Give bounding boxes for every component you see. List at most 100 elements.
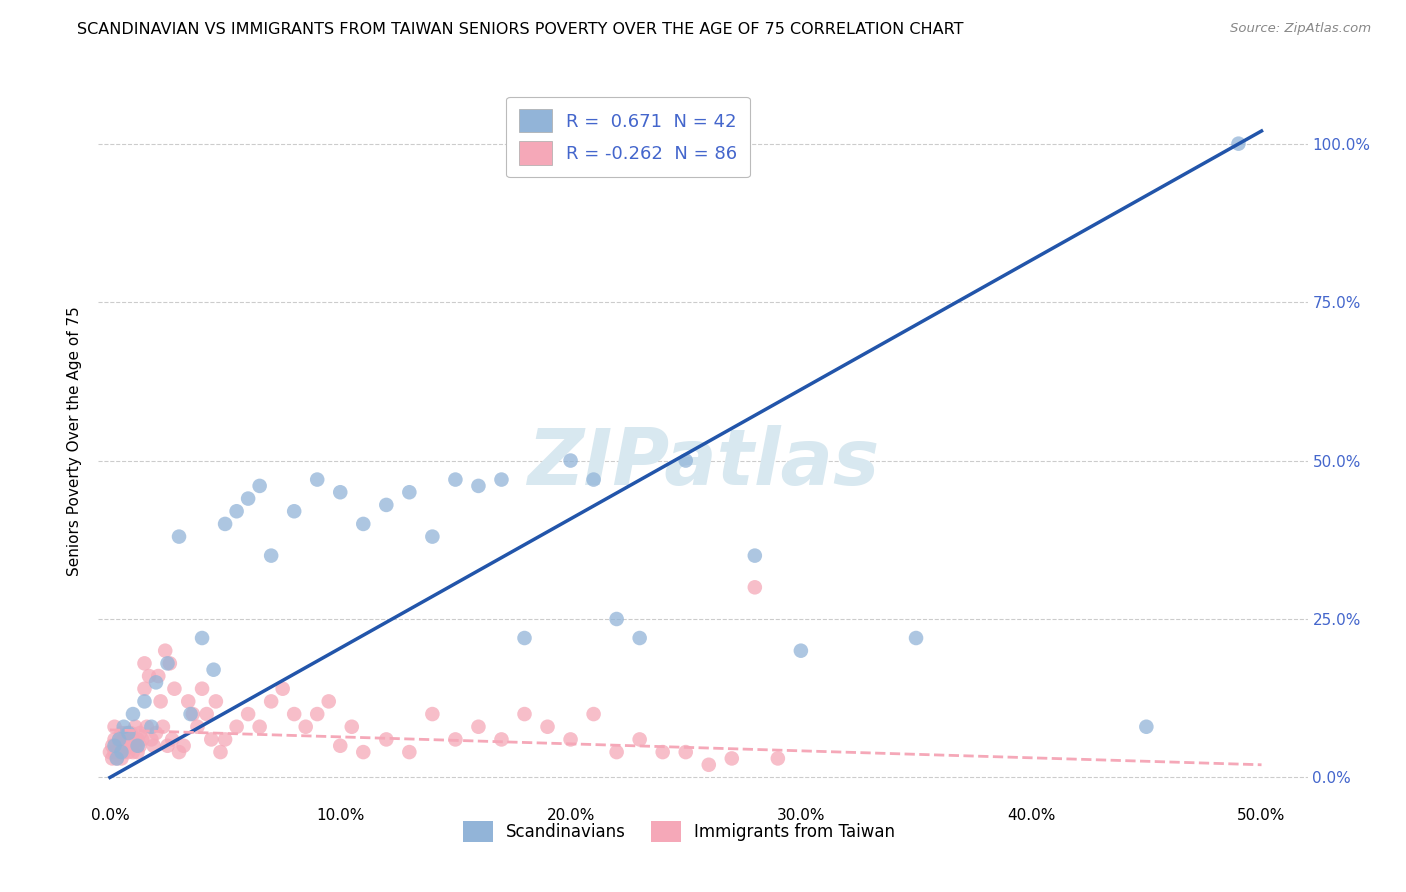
- Point: [142, 739, 165, 753]
- Point: [134, 694, 156, 708]
- Point: [422, 707, 444, 722]
- Legend: Scandinavians, Immigrants from Taiwan: Scandinavians, Immigrants from Taiwan: [456, 814, 901, 848]
- Point: [236, 707, 259, 722]
- Point: [352, 516, 374, 531]
- Text: Source: ZipAtlas.com: Source: ZipAtlas.com: [1230, 22, 1371, 36]
- Point: [249, 720, 271, 734]
- Point: [307, 707, 329, 722]
- Point: [110, 739, 132, 753]
- Point: [398, 485, 420, 500]
- Point: [225, 720, 247, 734]
- Point: [202, 663, 225, 677]
- Point: [108, 732, 131, 747]
- Point: [115, 726, 138, 740]
- Point: [105, 751, 128, 765]
- Point: [108, 745, 131, 759]
- Point: [105, 751, 128, 765]
- Point: [214, 516, 236, 531]
- Point: [112, 732, 135, 747]
- Point: [209, 745, 232, 759]
- Point: [249, 479, 271, 493]
- Point: [1135, 720, 1157, 734]
- Point: [744, 549, 766, 563]
- Point: [156, 739, 179, 753]
- Point: [108, 732, 131, 747]
- Point: [103, 739, 125, 753]
- Point: [148, 669, 170, 683]
- Y-axis label: Seniors Poverty Over the Age of 75: Seniors Poverty Over the Age of 75: [67, 307, 83, 576]
- Point: [744, 580, 766, 594]
- Point: [152, 720, 174, 734]
- Point: [141, 720, 163, 734]
- Point: [307, 473, 329, 487]
- Point: [101, 751, 124, 765]
- Point: [271, 681, 294, 696]
- Point: [110, 726, 132, 740]
- Point: [128, 739, 150, 753]
- Point: [155, 643, 177, 657]
- Point: [103, 732, 125, 747]
- Point: [513, 707, 536, 722]
- Point: [260, 549, 283, 563]
- Point: [766, 751, 789, 765]
- Point: [112, 745, 135, 759]
- Point: [98, 745, 121, 759]
- Point: [1227, 136, 1250, 151]
- Point: [145, 675, 167, 690]
- Point: [186, 720, 208, 734]
- Point: [173, 739, 195, 753]
- Point: [167, 745, 190, 759]
- Point: [134, 657, 156, 671]
- Point: [191, 681, 214, 696]
- Point: [127, 732, 149, 747]
- Point: [582, 707, 605, 722]
- Point: [117, 732, 139, 747]
- Point: [115, 739, 138, 753]
- Point: [513, 631, 536, 645]
- Point: [606, 612, 628, 626]
- Point: [110, 745, 132, 759]
- Point: [283, 504, 305, 518]
- Point: [163, 681, 186, 696]
- Point: [628, 732, 651, 747]
- Point: [790, 643, 813, 657]
- Point: [180, 707, 202, 722]
- Point: [675, 453, 697, 467]
- Text: SCANDINAVIAN VS IMMIGRANTS FROM TAIWAN SENIORS POVERTY OVER THE AGE OF 75 CORREL: SCANDINAVIAN VS IMMIGRANTS FROM TAIWAN S…: [77, 22, 965, 37]
- Point: [117, 745, 139, 759]
- Point: [134, 681, 156, 696]
- Point: [181, 707, 204, 722]
- Point: [122, 732, 145, 747]
- Point: [398, 745, 420, 759]
- Point: [200, 732, 222, 747]
- Point: [536, 720, 558, 734]
- Point: [124, 739, 146, 753]
- Point: [675, 745, 697, 759]
- Point: [225, 504, 247, 518]
- Point: [720, 751, 742, 765]
- Point: [149, 694, 172, 708]
- Point: [120, 739, 142, 753]
- Text: ZIPatlas: ZIPatlas: [527, 425, 879, 501]
- Point: [127, 739, 149, 753]
- Point: [444, 732, 467, 747]
- Point: [177, 694, 200, 708]
- Point: [236, 491, 259, 506]
- Point: [905, 631, 928, 645]
- Point: [103, 745, 125, 759]
- Point: [112, 720, 135, 734]
- Point: [422, 530, 444, 544]
- Point: [491, 473, 513, 487]
- Point: [628, 631, 651, 645]
- Point: [444, 473, 467, 487]
- Point: [127, 745, 149, 759]
- Point: [375, 732, 398, 747]
- Point: [283, 707, 305, 722]
- Point: [159, 657, 181, 671]
- Point: [205, 694, 228, 708]
- Point: [135, 720, 157, 734]
- Point: [160, 732, 183, 747]
- Point: [128, 726, 150, 740]
- Point: [260, 694, 283, 708]
- Point: [103, 720, 125, 734]
